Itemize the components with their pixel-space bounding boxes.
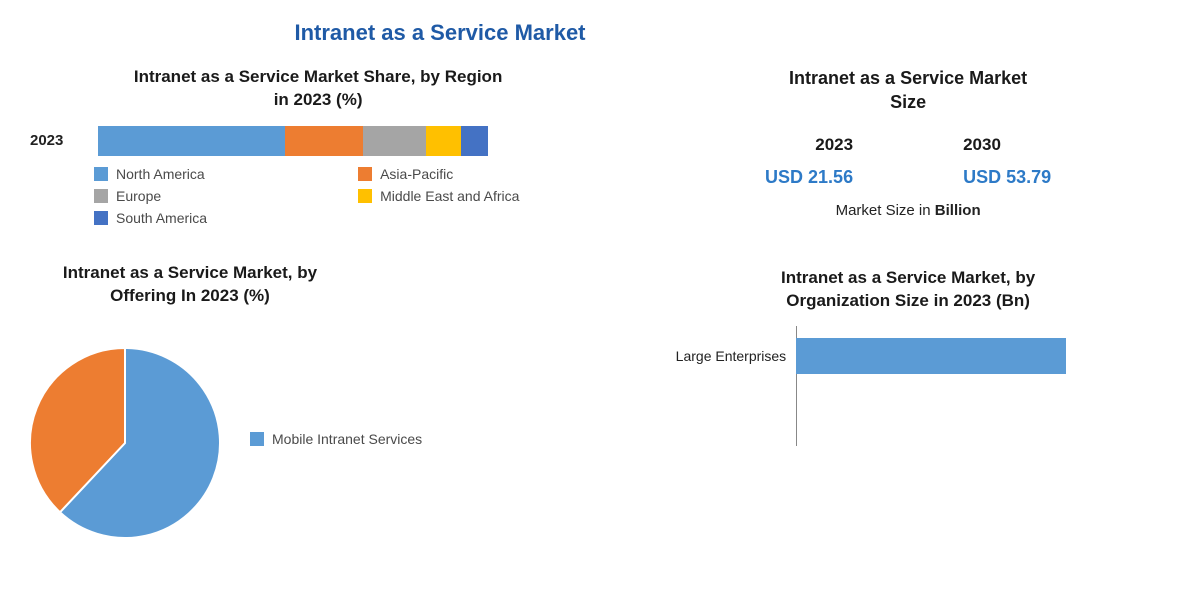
pie-legend: Mobile Intranet Services — [250, 431, 422, 455]
offering-pie-section: Intranet as a Service Market, by Offerin… — [30, 262, 606, 538]
region-title-line2: in 2023 (%) — [274, 90, 363, 109]
org-rows-container: Large Enterprises — [796, 336, 1170, 376]
legend-swatch — [358, 167, 372, 181]
org-title-line2: Organization Size in 2023 (Bn) — [786, 291, 1030, 310]
right-column: Intranet as a Service Market Size 2023 2… — [646, 66, 1170, 538]
region-segment — [285, 126, 363, 156]
size-year-a: 2023 — [815, 135, 853, 155]
legend-label: North America — [116, 166, 205, 182]
legend-swatch — [94, 211, 108, 225]
region-segment — [98, 126, 285, 156]
legend-item: Middle East and Africa — [358, 188, 606, 204]
pie-title-line1: Intranet as a Service Market, by — [63, 263, 317, 282]
org-chart-body: Large Enterprises — [646, 336, 1170, 436]
pie-svg — [30, 348, 220, 538]
legend-swatch — [358, 189, 372, 203]
region-share-chart: Intranet as a Service Market Share, by R… — [30, 66, 606, 226]
region-title-line1: Intranet as a Service Market Share, by R… — [134, 67, 502, 86]
org-title-line1: Intranet as a Service Market, by — [781, 268, 1035, 287]
size-year-b: 2030 — [963, 135, 1001, 155]
region-chart-title: Intranet as a Service Market Share, by R… — [30, 66, 606, 112]
pie-chart-title: Intranet as a Service Market, by Offerin… — [30, 262, 350, 308]
org-size-chart: Intranet as a Service Market, by Organiz… — [646, 267, 1170, 437]
legend-item: Europe — [94, 188, 342, 204]
region-stacked-bar — [98, 126, 488, 156]
legend-label: Middle East and Africa — [380, 188, 519, 204]
pie-wrap — [30, 348, 220, 538]
legend-item: Mobile Intranet Services — [250, 431, 422, 447]
legend-item: South America — [94, 210, 342, 226]
legend-label: South America — [116, 210, 207, 226]
legend-item: Asia-Pacific — [358, 166, 606, 182]
region-segment — [426, 126, 461, 156]
size-value-row: USD 21.56 USD 53.79 — [646, 167, 1170, 188]
org-chart-title: Intranet as a Service Market, by Organiz… — [646, 267, 1170, 313]
legend-swatch — [250, 432, 264, 446]
legend-swatch — [94, 189, 108, 203]
size-unit-bold: Billion — [935, 202, 981, 219]
region-year-label: 2023 — [30, 132, 84, 149]
region-segment — [363, 126, 425, 156]
pie-body: Mobile Intranet Services — [30, 348, 606, 538]
region-segment — [461, 126, 488, 156]
size-year-row: 2023 2030 — [646, 135, 1170, 155]
layout-grid: Intranet as a Service Market Share, by R… — [30, 66, 1170, 538]
org-bar-label: Large Enterprises — [646, 348, 786, 364]
market-size-title: Intranet as a Service Market Size — [646, 66, 1170, 115]
legend-label: Europe — [116, 188, 161, 204]
legend-label: Asia-Pacific — [380, 166, 453, 182]
market-size-panel: Intranet as a Service Market Size 2023 2… — [646, 66, 1170, 219]
main-title: Intranet as a Service Market — [190, 20, 690, 46]
left-column: Intranet as a Service Market Share, by R… — [30, 66, 606, 538]
size-unit-line: Market Size in Billion — [646, 202, 1170, 219]
region-bar-row: 2023 — [30, 126, 606, 156]
size-title-line1: Intranet as a Service Market — [789, 68, 1027, 88]
org-bar — [796, 338, 1066, 374]
org-bar-row: Large Enterprises — [796, 336, 1170, 376]
region-legend: North America Asia-Pacific Europe Middle Ea… — [94, 166, 606, 226]
size-value-a: USD 21.56 — [765, 167, 853, 188]
size-title-line2: Size — [890, 92, 926, 112]
size-value-b: USD 53.79 — [963, 167, 1051, 188]
legend-swatch — [94, 167, 108, 181]
size-unit-prefix: Market Size in — [836, 202, 935, 219]
pie-title-line2: Offering In 2023 (%) — [110, 286, 270, 305]
legend-label: Mobile Intranet Services — [272, 431, 422, 447]
legend-item: North America — [94, 166, 342, 182]
